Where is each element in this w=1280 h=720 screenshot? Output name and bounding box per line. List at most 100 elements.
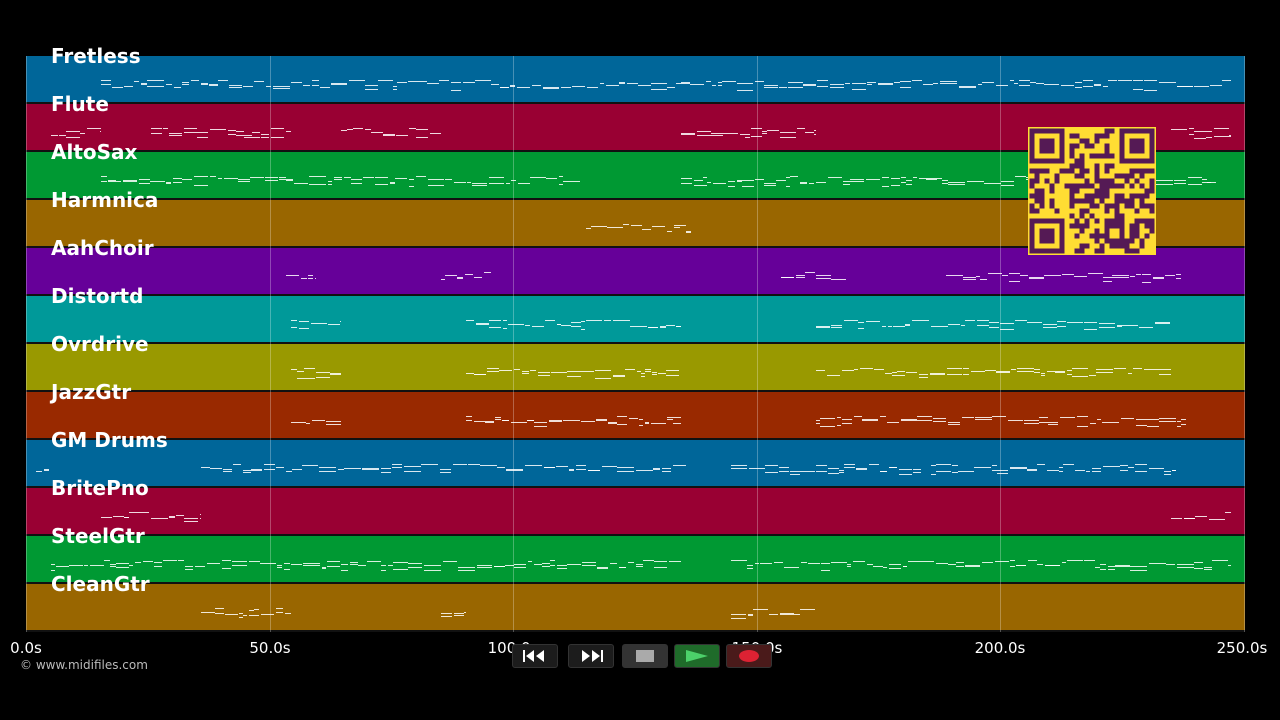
note-segment <box>445 275 457 276</box>
note-segment <box>265 180 278 181</box>
note-segment <box>1029 278 1044 279</box>
note-segment <box>872 82 876 83</box>
note-segment <box>1136 274 1141 275</box>
note-segment <box>899 474 912 475</box>
note-segment <box>238 179 250 180</box>
note-segment <box>852 83 866 84</box>
note-segment <box>722 81 736 82</box>
note-segment <box>116 563 129 564</box>
record-button[interactable] <box>726 644 772 668</box>
note-segment <box>408 563 422 564</box>
note-segment <box>393 562 408 563</box>
note-segment <box>751 128 762 129</box>
note-segment <box>474 374 486 375</box>
note-segment <box>930 373 945 374</box>
note-segment <box>629 418 638 419</box>
note-segment <box>1121 418 1134 419</box>
note-segment <box>538 375 550 376</box>
note-segment <box>465 274 473 275</box>
note-segment <box>878 83 893 84</box>
note-segment <box>251 470 262 471</box>
note-segment <box>1159 82 1176 83</box>
note-segment <box>742 186 754 187</box>
note-segment <box>505 565 514 566</box>
note-segment <box>1128 467 1134 468</box>
note-segment <box>286 275 299 276</box>
fast-forward-button[interactable] <box>568 644 614 668</box>
rewind-button[interactable] <box>512 644 558 668</box>
note-segment <box>1188 177 1202 178</box>
note-segment <box>1055 371 1065 372</box>
note-segment <box>850 181 864 182</box>
note-segment <box>852 89 866 90</box>
play-button[interactable] <box>674 644 720 668</box>
note-segment <box>100 131 101 132</box>
note-segment <box>284 569 290 570</box>
note-segment <box>774 562 783 563</box>
note-segment <box>1057 326 1066 327</box>
note-segment <box>441 613 452 614</box>
note-segment <box>608 423 617 424</box>
note-segment <box>628 562 634 563</box>
note-segment <box>169 516 175 517</box>
note-segment <box>1096 372 1113 373</box>
note-segment <box>1028 560 1037 561</box>
note-segment <box>495 419 501 420</box>
note-segment <box>866 321 880 322</box>
note-segment <box>1075 82 1082 83</box>
note-segment <box>681 134 695 135</box>
note-segment <box>1159 369 1171 370</box>
note-segment <box>174 87 181 88</box>
note-segment <box>108 181 116 182</box>
note-segment <box>948 424 960 425</box>
note-segment <box>737 181 742 182</box>
track-label: Ovrdrive <box>51 332 149 356</box>
gridline <box>513 56 514 632</box>
note-segment <box>816 471 827 472</box>
note-segment <box>1001 181 1014 182</box>
note-segment <box>780 132 796 133</box>
note-segment <box>466 320 474 321</box>
stop-button[interactable] <box>622 644 668 668</box>
track-label: CleanGtr <box>51 572 150 596</box>
note-segment <box>1120 470 1128 471</box>
note-segment <box>581 329 585 330</box>
note-segment <box>571 322 581 323</box>
note-segment <box>713 183 726 184</box>
note-segment <box>797 128 805 129</box>
note-segment <box>989 327 999 328</box>
note-segment <box>113 516 124 517</box>
note-segment <box>416 176 426 177</box>
note-segment <box>780 137 796 138</box>
note-segment <box>87 128 100 129</box>
note-segment <box>166 84 172 85</box>
note-segment <box>1075 87 1082 88</box>
note-segment <box>557 565 567 566</box>
note-segment <box>1000 323 1014 324</box>
note-segment <box>341 130 347 131</box>
note-segment <box>201 84 208 85</box>
note-segment <box>828 177 842 178</box>
note-segment <box>906 180 912 181</box>
note-segment <box>266 86 271 87</box>
note-segment <box>1017 371 1034 372</box>
note-segment <box>309 176 326 177</box>
note-segment <box>522 371 529 372</box>
note-segment <box>1048 422 1058 423</box>
note-segment <box>286 179 293 180</box>
note-segment <box>243 615 247 616</box>
note-segment <box>44 470 49 471</box>
note-segment <box>147 80 164 81</box>
note-segment <box>143 561 153 562</box>
note-segment <box>178 560 184 561</box>
note-segment <box>514 567 526 568</box>
note-segment <box>500 87 509 88</box>
note-segment <box>424 570 441 571</box>
note-segment <box>723 133 738 134</box>
note-segment <box>303 565 320 566</box>
note-segment <box>297 378 304 379</box>
note-segment <box>956 562 964 563</box>
note-segment <box>897 375 905 376</box>
note-segment <box>1095 567 1100 568</box>
note-segment <box>572 86 585 87</box>
